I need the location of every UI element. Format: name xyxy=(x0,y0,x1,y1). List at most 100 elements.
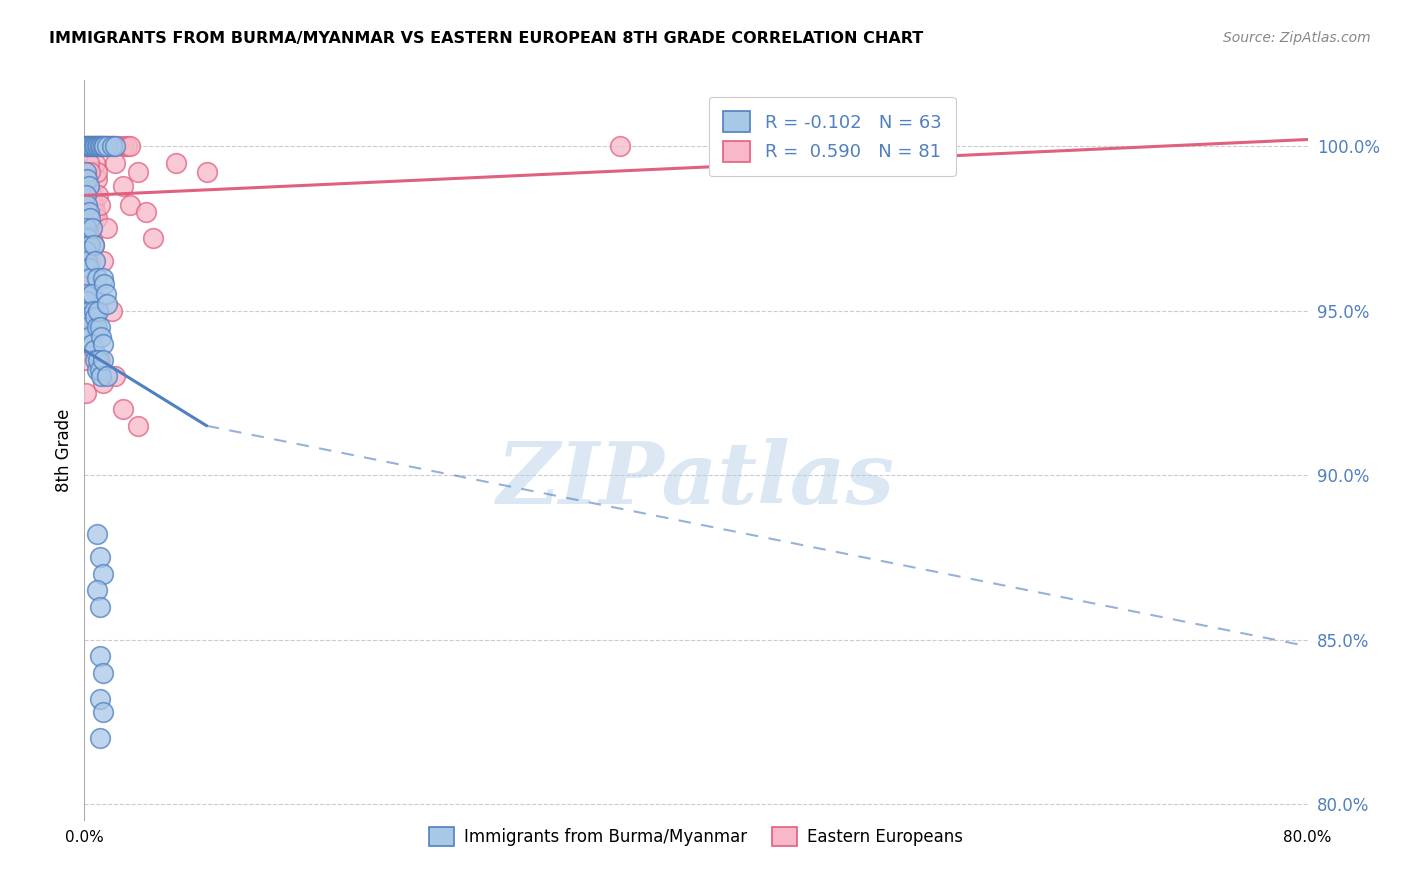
Point xyxy=(142,231,165,245)
Point xyxy=(75,287,97,301)
Point xyxy=(87,139,110,153)
Point xyxy=(76,205,98,219)
Text: Source: ZipAtlas.com: Source: ZipAtlas.com xyxy=(1223,31,1371,45)
Point xyxy=(90,139,112,153)
Point xyxy=(79,139,101,153)
Point xyxy=(75,221,97,235)
Point xyxy=(195,165,218,179)
Point xyxy=(80,221,103,235)
Point xyxy=(77,303,100,318)
Point xyxy=(76,172,98,186)
Point xyxy=(96,369,118,384)
Point xyxy=(84,139,107,153)
Point xyxy=(83,343,105,357)
Point xyxy=(77,244,100,259)
Point xyxy=(86,363,108,377)
Point xyxy=(89,599,111,614)
Point xyxy=(77,237,100,252)
Point xyxy=(96,139,118,153)
Point xyxy=(77,155,100,169)
Point xyxy=(77,330,100,344)
Point xyxy=(91,353,114,368)
Point xyxy=(75,320,97,334)
Point xyxy=(91,139,114,153)
Point xyxy=(94,287,117,301)
Point xyxy=(87,303,110,318)
Point xyxy=(101,139,124,153)
Point xyxy=(76,198,98,212)
Point xyxy=(127,165,149,179)
Point xyxy=(86,583,108,598)
Point xyxy=(89,320,111,334)
Point xyxy=(77,205,100,219)
Point xyxy=(87,353,110,368)
Point xyxy=(75,165,97,179)
Point xyxy=(103,139,125,153)
Point xyxy=(83,303,105,318)
Point xyxy=(77,277,100,292)
Point xyxy=(75,165,97,179)
Point xyxy=(76,320,98,334)
Point xyxy=(107,139,129,153)
Point xyxy=(111,139,134,153)
Point xyxy=(77,303,100,318)
Point xyxy=(115,139,138,153)
Point xyxy=(89,139,111,153)
Point xyxy=(91,336,114,351)
Point xyxy=(93,139,115,153)
Point xyxy=(165,155,187,169)
Text: IMMIGRANTS FROM BURMA/MYANMAR VS EASTERN EUROPEAN 8TH GRADE CORRELATION CHART: IMMIGRANTS FROM BURMA/MYANMAR VS EASTERN… xyxy=(49,31,924,46)
Point xyxy=(83,237,105,252)
Point xyxy=(93,277,115,292)
Point xyxy=(84,139,107,153)
Point xyxy=(80,188,103,202)
Point xyxy=(79,165,101,179)
Point xyxy=(84,320,107,334)
Point xyxy=(75,139,97,153)
Point xyxy=(93,139,115,153)
Point xyxy=(96,297,118,311)
Point xyxy=(75,310,97,325)
Point xyxy=(79,221,101,235)
Point xyxy=(101,139,124,153)
Point xyxy=(77,178,100,193)
Point xyxy=(84,254,107,268)
Point xyxy=(86,527,108,541)
Point xyxy=(104,155,127,169)
Point xyxy=(89,198,111,212)
Point xyxy=(75,139,97,153)
Point xyxy=(79,139,101,153)
Point xyxy=(75,188,97,202)
Point xyxy=(120,139,142,153)
Point xyxy=(838,139,860,153)
Point xyxy=(84,310,107,325)
Point xyxy=(83,139,105,153)
Point xyxy=(127,418,149,433)
Point xyxy=(77,139,100,153)
Point xyxy=(79,303,101,318)
Point xyxy=(76,293,98,308)
Point xyxy=(86,165,108,179)
Point xyxy=(96,139,118,153)
Point xyxy=(77,178,100,193)
Point xyxy=(79,270,101,285)
Point xyxy=(77,139,100,153)
Point xyxy=(104,139,127,153)
Point xyxy=(104,369,127,384)
Point xyxy=(75,287,97,301)
Point xyxy=(76,254,98,268)
Point xyxy=(80,231,103,245)
Point xyxy=(80,287,103,301)
Point xyxy=(86,211,108,226)
Point xyxy=(86,270,108,285)
Point xyxy=(84,155,107,169)
Point xyxy=(79,188,101,202)
Point xyxy=(609,139,631,153)
Point xyxy=(83,139,105,153)
Point xyxy=(91,665,114,680)
Point xyxy=(75,343,97,357)
Point xyxy=(97,139,120,153)
Point xyxy=(76,297,98,311)
Point xyxy=(89,139,111,153)
Point xyxy=(89,731,111,746)
